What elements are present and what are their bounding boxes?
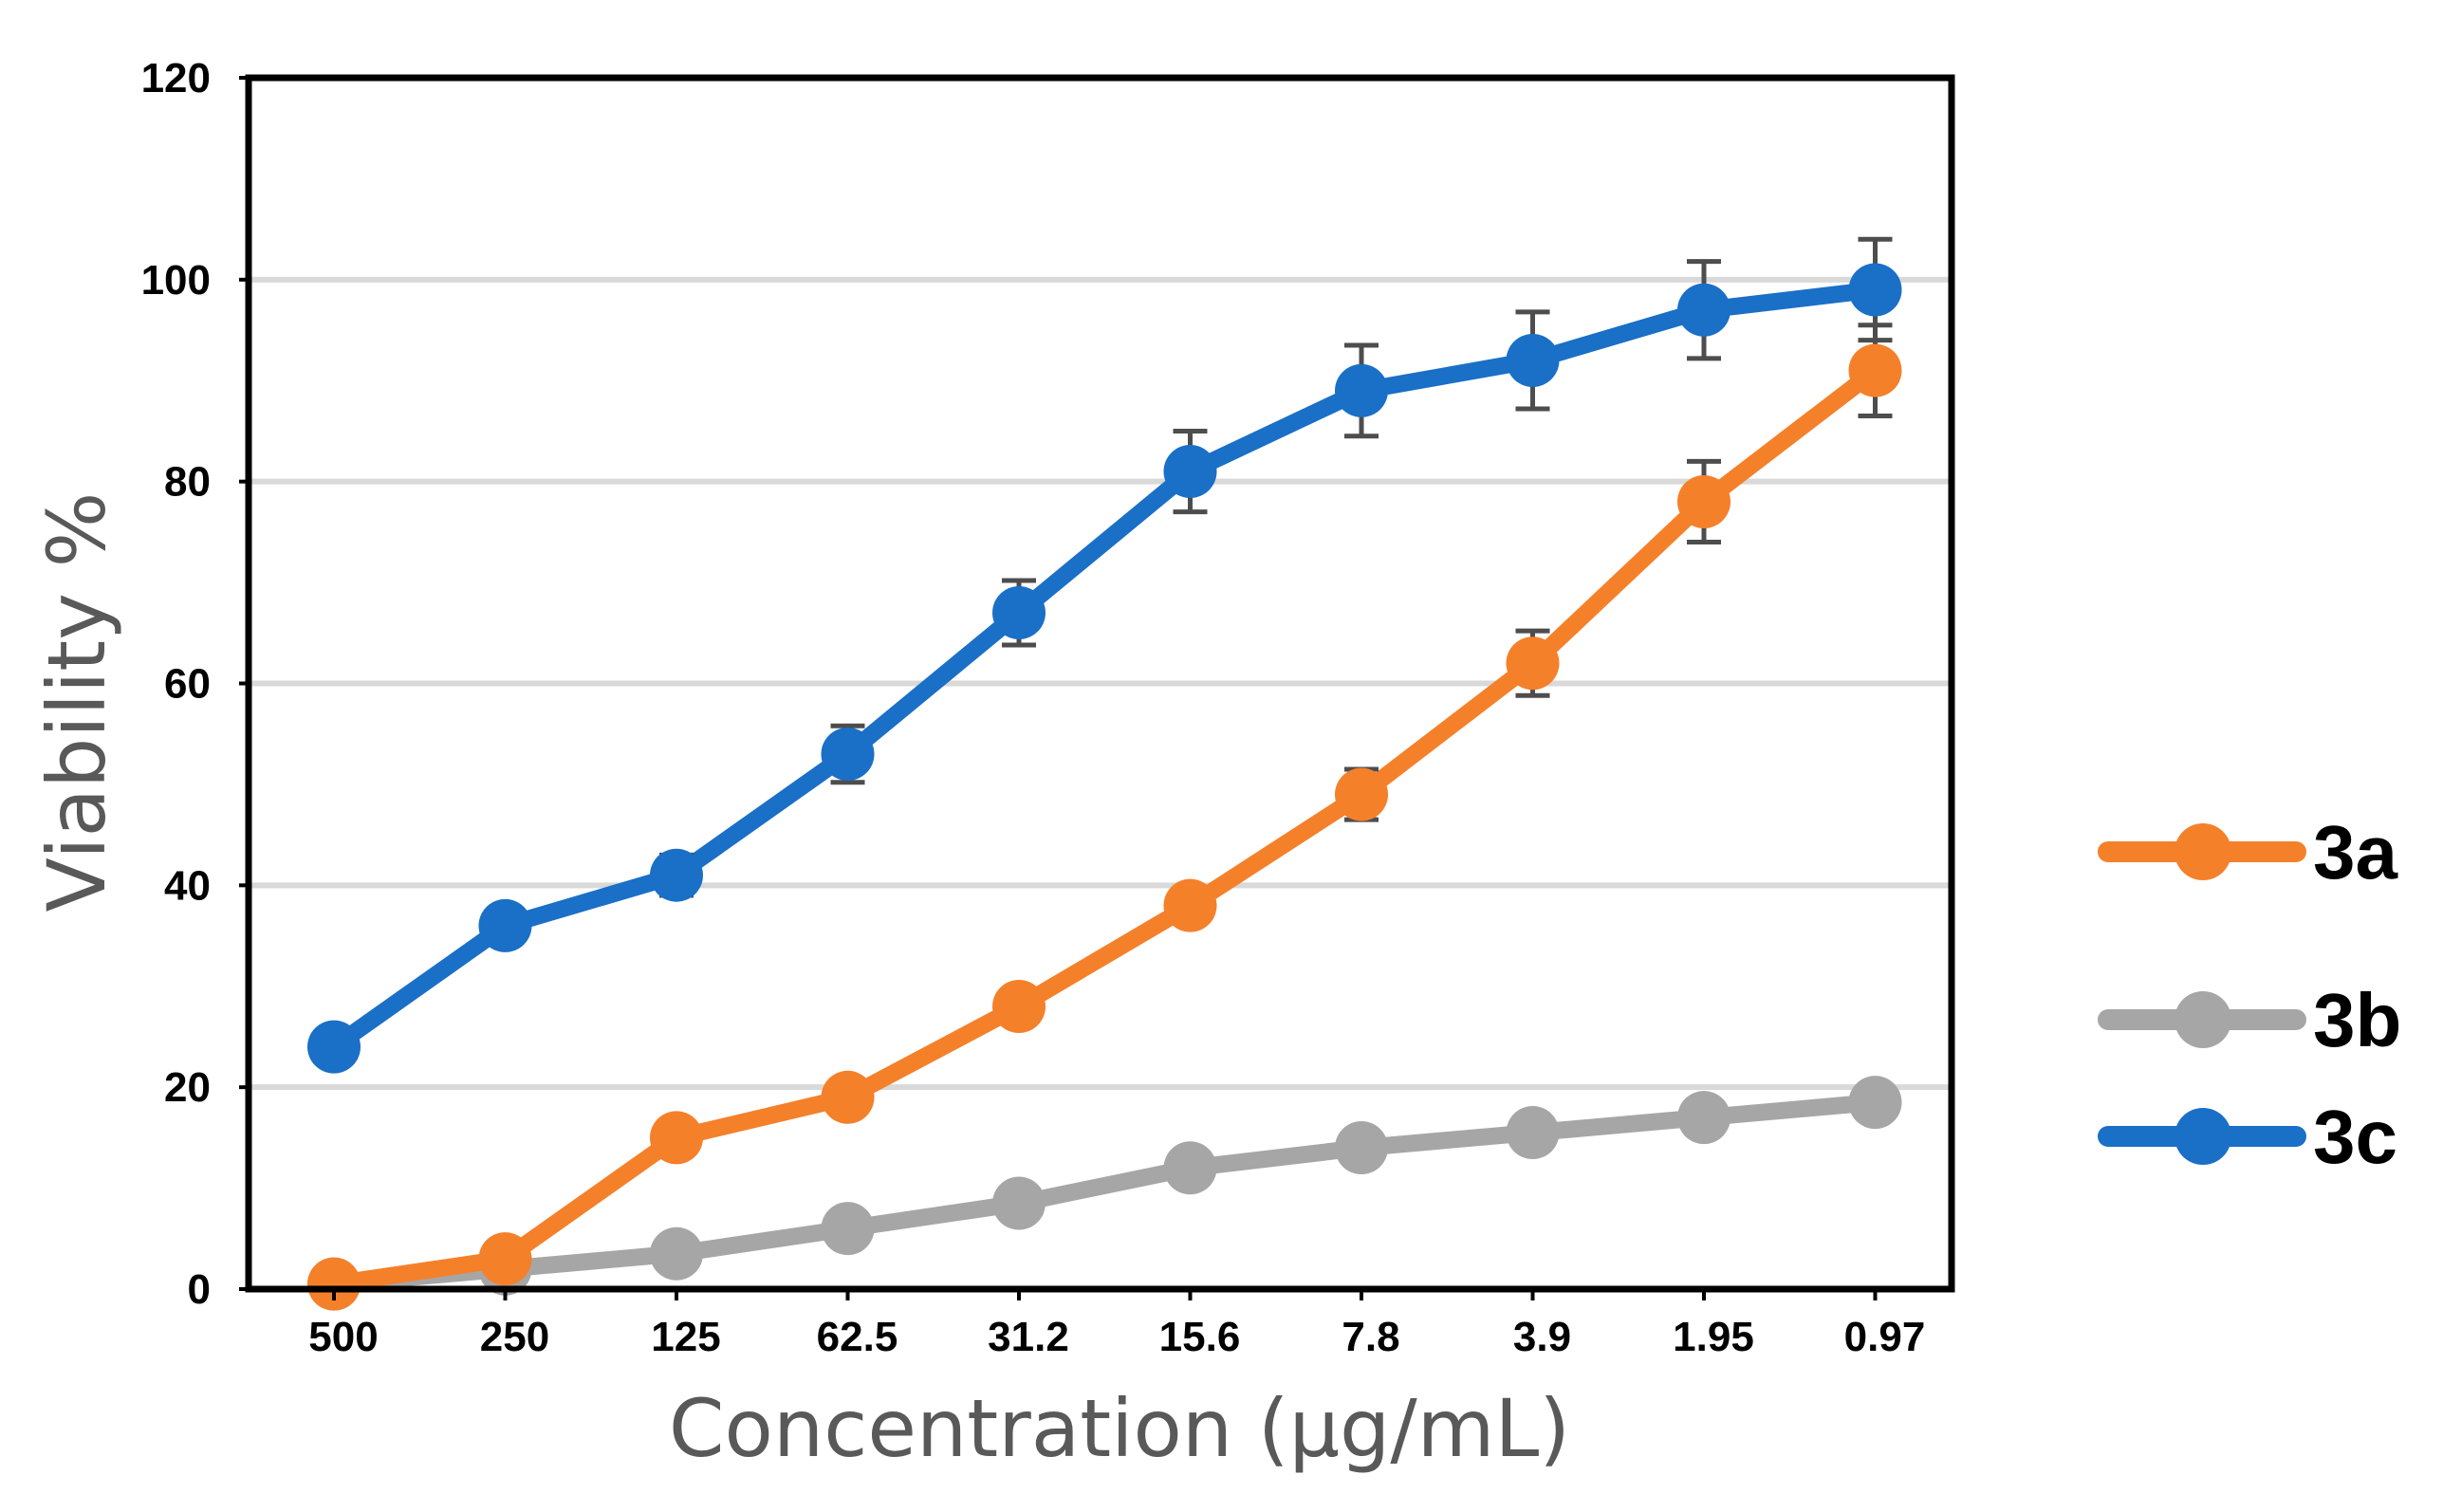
y-tick-label-40: 40 <box>164 862 211 909</box>
data-point-3c-7 <box>1506 333 1560 387</box>
data-point-3a-7 <box>1506 636 1560 691</box>
data-point-3c-6 <box>1335 363 1388 417</box>
x-tick-label-1.95: 1.95 <box>1673 1314 1754 1360</box>
y-tick-label-80: 80 <box>164 459 211 506</box>
y-tick-label-60: 60 <box>164 661 211 708</box>
data-point-3b-9 <box>1848 1076 1902 1130</box>
legend-marker-3a <box>2175 823 2231 880</box>
data-point-3c-2 <box>650 848 703 902</box>
legend-label-3b: 3b <box>2313 978 2401 1062</box>
legend-label-3c: 3c <box>2313 1095 2397 1179</box>
data-point-3b-3 <box>821 1202 875 1256</box>
x-tick-label-500: 500 <box>308 1314 378 1360</box>
legend: 3a 3b 3c <box>2098 810 2401 1179</box>
data-point-3c-1 <box>478 898 532 952</box>
legend-label-3a: 3a <box>2313 810 2397 894</box>
y-axis-title: Viability % <box>30 492 123 913</box>
data-point-3a-6 <box>1335 767 1388 821</box>
y-tick-label-120: 120 <box>141 55 211 101</box>
data-point-3c-0 <box>307 1020 361 1074</box>
data-point-3a-0 <box>307 1257 361 1311</box>
x-tick-label-7.8: 7.8 <box>1342 1314 1399 1360</box>
data-point-3c-5 <box>1163 445 1217 499</box>
y-tick-labels: 0 20 40 60 80 100 120 <box>141 55 249 1313</box>
legend-item-3c: 3c <box>2098 1095 2397 1179</box>
data-point-3a-1 <box>478 1232 532 1286</box>
data-point-3b-2 <box>650 1226 703 1281</box>
data-point-3a-2 <box>650 1111 703 1165</box>
data-point-3c-8 <box>1677 283 1730 337</box>
x-tick-label-3.9: 3.9 <box>1513 1314 1571 1360</box>
x-tick-label-62.5: 62.5 <box>817 1314 898 1360</box>
gridlines <box>249 276 1952 1091</box>
x-axis-title: Concentration (µg/mL) <box>669 1382 1570 1475</box>
data-point-3a-9 <box>1848 343 1902 397</box>
legend-item-3b: 3b <box>2098 978 2401 1062</box>
x-tick-label-15.6: 15.6 <box>1159 1314 1241 1360</box>
data-point-3a-8 <box>1677 474 1730 528</box>
data-point-3a-5 <box>1163 878 1217 932</box>
series-line-3a <box>325 361 1884 1293</box>
y-tick-label-20: 20 <box>164 1064 211 1111</box>
series-line-3c <box>325 281 1884 1056</box>
data-point-3b-7 <box>1506 1106 1560 1160</box>
data-point-3b-8 <box>1677 1091 1730 1145</box>
data-point-3a-4 <box>992 980 1046 1034</box>
data-point-3b-4 <box>992 1176 1046 1230</box>
series-3b <box>307 1076 1902 1311</box>
data-point-3c-9 <box>1848 263 1902 317</box>
data-point-3b-6 <box>1335 1121 1388 1175</box>
series <box>307 236 1902 1311</box>
data-point-3a-3 <box>821 1070 875 1124</box>
x-tick-label-31.2: 31.2 <box>988 1314 1069 1360</box>
x-tick-label-250: 250 <box>480 1314 549 1360</box>
y-tick-label-0: 0 <box>188 1266 211 1313</box>
legend-marker-3b <box>2175 991 2231 1048</box>
x-tick-label-125: 125 <box>651 1314 720 1360</box>
series-3a <box>307 323 1902 1311</box>
series-line-3b <box>325 1094 1884 1293</box>
legend-item-3a: 3a <box>2098 810 2397 894</box>
data-point-3c-4 <box>992 586 1046 640</box>
data-point-3c-3 <box>821 727 875 781</box>
series-3c <box>307 236 1902 1074</box>
data-point-3b-5 <box>1163 1141 1217 1195</box>
y-tick-label-100: 100 <box>141 257 211 304</box>
legend-marker-3c <box>2175 1108 2231 1165</box>
x-tick-labels: 500 250 125 62.5 31.2 15.6 7.8 3.9 1.95 0.97 <box>308 1289 1925 1360</box>
x-tick-label-0.97: 0.97 <box>1844 1314 1926 1360</box>
